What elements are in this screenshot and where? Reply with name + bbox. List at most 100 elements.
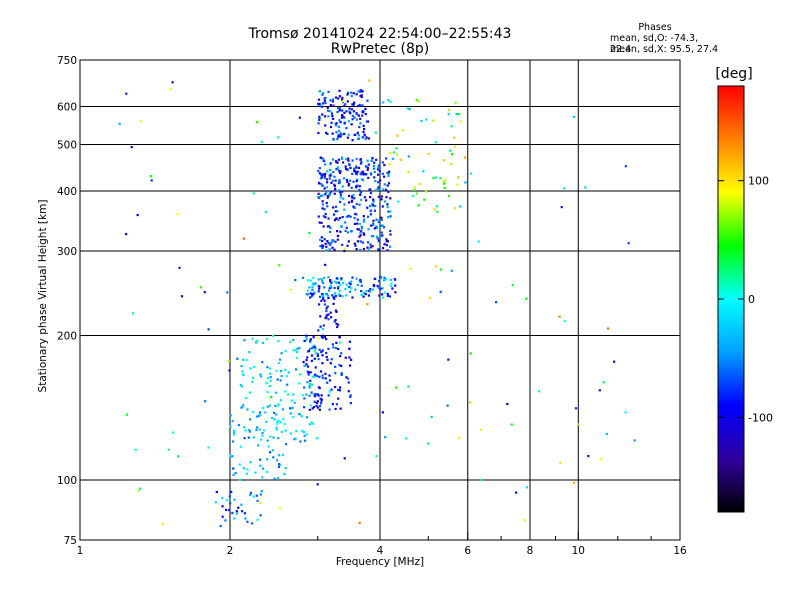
data-point	[328, 230, 332, 234]
data-point	[337, 281, 341, 284]
data-point	[450, 269, 453, 272]
data-point	[353, 116, 356, 119]
data-point	[311, 293, 314, 296]
data-point	[371, 245, 374, 248]
data-point	[313, 291, 316, 294]
data-point	[337, 135, 340, 138]
axis-ticks	[79, 59, 681, 541]
data-point	[329, 168, 332, 172]
data-point	[343, 104, 346, 108]
data-point	[362, 124, 365, 127]
data-point	[329, 311, 332, 314]
data-point	[261, 476, 264, 479]
data-point	[273, 418, 276, 421]
data-point	[379, 224, 382, 227]
data-point	[560, 206, 563, 209]
data-point	[360, 178, 363, 181]
data-point	[370, 159, 373, 162]
x-tick-label: 1	[77, 545, 84, 557]
data-point	[370, 173, 373, 176]
data-point	[221, 505, 224, 508]
data-point	[248, 429, 251, 432]
data-point	[280, 430, 283, 434]
data-point	[394, 386, 398, 389]
data-point	[291, 406, 294, 409]
data-point	[328, 390, 331, 393]
data-point	[328, 379, 332, 382]
data-point	[434, 265, 437, 268]
data-point	[320, 174, 323, 177]
data-point	[317, 278, 320, 281]
data-point	[334, 346, 338, 350]
data-point	[327, 313, 330, 316]
data-point	[317, 169, 320, 173]
data-point	[332, 138, 335, 141]
data-point	[381, 234, 384, 237]
data-point	[317, 182, 321, 185]
chart-subtitle: RwPretec (8p)	[330, 41, 430, 57]
data-point	[256, 426, 259, 429]
data-point	[336, 323, 340, 326]
data-point	[457, 176, 460, 179]
data-point	[349, 112, 352, 115]
data-point	[407, 170, 410, 173]
data-point	[358, 125, 361, 129]
data-point	[362, 215, 365, 218]
data-point	[308, 383, 311, 386]
data-point	[327, 318, 330, 321]
data-point	[136, 213, 139, 217]
data-point	[320, 173, 323, 176]
data-point	[276, 476, 279, 480]
data-point	[294, 368, 298, 371]
data-point	[307, 371, 310, 374]
data-point	[324, 131, 328, 134]
data-point	[331, 403, 334, 406]
data-point	[235, 512, 239, 515]
data-point	[353, 242, 356, 245]
colorbar-label: [deg]	[715, 66, 753, 82]
data-point	[169, 87, 172, 91]
data-point	[363, 196, 366, 199]
data-point	[339, 407, 342, 410]
data-point	[347, 182, 351, 186]
data-point	[376, 284, 379, 288]
data-point	[328, 177, 331, 180]
data-point	[308, 423, 312, 426]
data-point	[311, 383, 314, 386]
data-point	[537, 390, 541, 393]
data-point	[368, 79, 371, 82]
data-point	[311, 407, 314, 410]
data-point	[328, 408, 331, 411]
data-point	[232, 433, 235, 436]
data-point	[319, 194, 322, 197]
data-point	[352, 205, 355, 208]
data-point	[369, 209, 372, 212]
data-point	[333, 280, 337, 283]
data-point	[318, 172, 321, 175]
data-point	[360, 293, 363, 297]
y-axis-label: Stationary phase Virtual Height [km]	[37, 199, 49, 393]
data-point	[300, 415, 303, 418]
data-point	[255, 428, 258, 432]
data-point	[318, 118, 321, 121]
data-point	[324, 212, 327, 216]
data-point	[228, 369, 231, 372]
data-point	[264, 210, 267, 213]
data-point	[318, 102, 321, 106]
data-point	[319, 244, 322, 248]
data-point	[279, 421, 282, 424]
data-point	[337, 287, 340, 290]
data-point	[308, 394, 311, 397]
y-tick-label: 75	[64, 535, 77, 547]
data-point	[236, 357, 239, 360]
data-point	[310, 359, 313, 363]
data-point	[292, 338, 295, 342]
data-point	[317, 358, 320, 361]
data-point	[264, 411, 267, 414]
data-point	[357, 137, 361, 140]
data-point	[241, 405, 245, 408]
data-point	[301, 276, 305, 279]
data-point	[269, 451, 272, 454]
data-point	[355, 93, 358, 96]
data-point	[354, 244, 357, 247]
